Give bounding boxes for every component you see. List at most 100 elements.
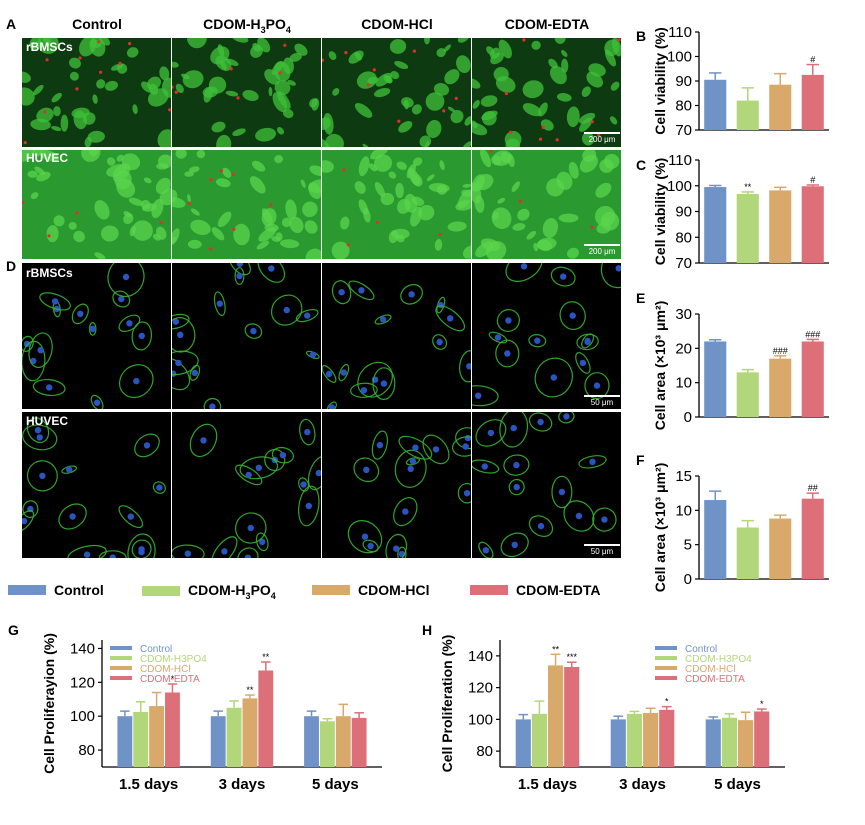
nucleus: [172, 318, 179, 325]
y-axis-label: Cell Proliferation (%): [439, 635, 455, 773]
cell-shape: [604, 39, 620, 57]
dead-cell-dot: [219, 169, 223, 173]
y-tick-label: 120: [468, 680, 493, 697]
cell-shape: [71, 303, 89, 325]
cell-shape: [172, 197, 186, 208]
cell-shape: [281, 217, 292, 228]
row-label-a-rbmscs: rBMSCs: [26, 40, 73, 54]
nucleus: [380, 380, 388, 387]
column-title-h3po4: CDOM-H3PO4: [203, 16, 291, 35]
y-tick-label: 70: [675, 122, 692, 139]
bar: [319, 721, 335, 767]
nucleus: [77, 310, 84, 318]
cell-shape: [242, 90, 259, 101]
cell-shape: [353, 457, 380, 483]
dead-cell-dot: [22, 200, 25, 204]
significance-mark: #: [810, 55, 815, 65]
scalebar-d2: 50 μm: [584, 544, 620, 556]
cell-shape: [556, 171, 573, 190]
nucleus: [247, 524, 254, 532]
cell-shape: [331, 280, 352, 305]
dead-cell-dot: [509, 130, 513, 134]
nucleus: [520, 263, 528, 270]
cell-shape: [142, 203, 157, 212]
cell-shape: [592, 507, 617, 532]
cell-shape: [498, 39, 512, 59]
nucleus: [575, 512, 583, 520]
cell-shape: [542, 217, 559, 239]
y-tick-label: 140: [70, 640, 95, 657]
cell-shape: [255, 127, 277, 142]
bar: [736, 100, 759, 130]
dead-cell-dot: [555, 138, 559, 142]
nucleus: [200, 437, 207, 444]
cell-shape: [578, 112, 596, 124]
nucleus: [143, 442, 151, 449]
cell-shape: [274, 154, 283, 164]
y-tick-label: 110: [668, 24, 692, 41]
dead-cell-dot: [99, 70, 103, 74]
dead-cell-dot: [43, 110, 47, 114]
legend-control: Control: [8, 582, 104, 598]
cell-shape: [451, 436, 471, 457]
row-label-d-rbmscs: rBMSCs: [26, 266, 73, 280]
dead-cell-dot: [23, 141, 27, 145]
cell-shape: [394, 60, 409, 70]
cell-shape: [268, 86, 273, 97]
micrograph-texture: [322, 150, 471, 259]
cell-shape: [362, 143, 370, 147]
y-tick-label: 80: [476, 743, 493, 760]
nucleus: [589, 458, 596, 465]
cell-shape: [398, 120, 413, 133]
bar: [226, 707, 242, 767]
y-axis-label: Cell area (×10³ μm²): [652, 301, 668, 431]
nucleus: [138, 548, 145, 556]
cell-shape: [575, 352, 591, 374]
cell-shape: [418, 205, 435, 221]
cell-shape: [450, 110, 464, 124]
cell-shape: [152, 481, 166, 494]
cell-shape: [94, 252, 106, 259]
dead-cell-dot: [97, 40, 101, 44]
cell-shape: [610, 81, 620, 91]
cell-shape: [505, 138, 521, 147]
nucleus: [221, 548, 228, 555]
cell-shape: [584, 372, 610, 400]
cell-shape: [389, 39, 407, 54]
panel-label-d: D: [6, 258, 17, 274]
cell-shape: [276, 127, 285, 135]
cell-shape: [391, 228, 410, 239]
cell-shape: [277, 91, 291, 110]
significance-mark: *: [171, 674, 175, 684]
micrograph-tile: [322, 38, 471, 147]
bar: [738, 720, 754, 767]
nucleus: [601, 516, 608, 523]
dead-cell-dot: [342, 168, 346, 172]
cell-shape: [478, 541, 494, 558]
cell-shape: [485, 240, 507, 259]
cell-shape: [350, 382, 378, 398]
nucleus: [83, 551, 91, 558]
cell-shape: [435, 305, 466, 332]
cell-shape: [347, 520, 383, 554]
x-tick-label: 3 days: [619, 776, 666, 793]
cell-shape: [373, 154, 393, 172]
bar: [564, 666, 580, 767]
cell-shape: [285, 199, 297, 220]
legend-h3po4: CDOM-H3PO4: [142, 582, 276, 601]
cell-shape: [118, 505, 144, 529]
column-title-control: Control: [72, 16, 122, 32]
bar: [801, 498, 824, 579]
dead-cell-dot: [278, 71, 282, 75]
cell-shape: [472, 385, 499, 407]
nucleus: [513, 483, 520, 491]
cell-shape: [235, 464, 263, 486]
significance-mark: #: [810, 175, 815, 185]
cell-shape: [568, 161, 579, 179]
nucleus: [409, 458, 417, 465]
nucleus: [177, 331, 184, 338]
cell-shape: [556, 93, 572, 102]
cell-shape: [225, 90, 239, 97]
nucleus: [393, 545, 400, 552]
cell-shape: [217, 44, 225, 57]
